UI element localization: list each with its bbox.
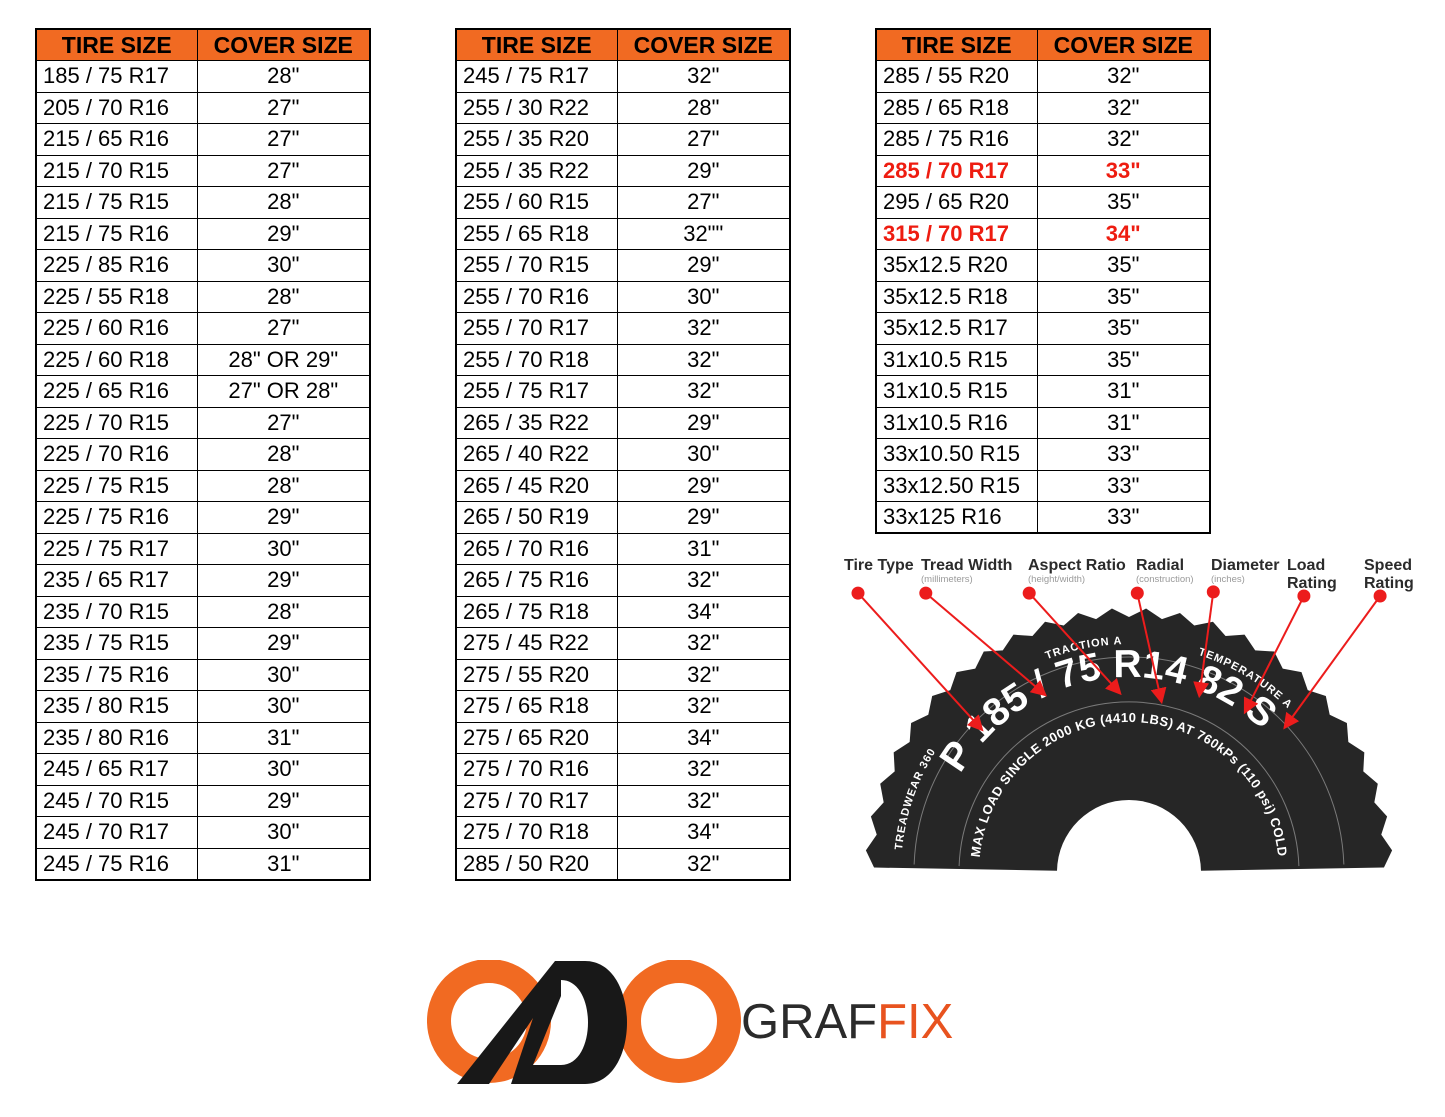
svg-text:(millimeters): (millimeters) <box>921 574 973 585</box>
svg-text:Tire Type: Tire Type <box>844 557 914 574</box>
svg-text:Diameter: Diameter <box>1211 557 1279 574</box>
svg-text:Load: Load <box>1287 557 1325 574</box>
svg-text:(inches): (inches) <box>1211 574 1245 585</box>
svg-text:Aspect Ratio: Aspect Ratio <box>1028 557 1126 574</box>
svg-text:Rating: Rating <box>1364 575 1414 592</box>
svg-text:(height/width): (height/width) <box>1028 574 1085 585</box>
svg-text:(construction): (construction) <box>1136 574 1194 585</box>
svg-text:GRAFFIX: GRAFFIX <box>741 995 953 1049</box>
svg-text:Radial: Radial <box>1136 557 1184 574</box>
svg-text:Rating: Rating <box>1287 575 1337 592</box>
svg-text:Speed: Speed <box>1364 557 1412 574</box>
svg-text:Tread Width: Tread Width <box>921 557 1012 574</box>
